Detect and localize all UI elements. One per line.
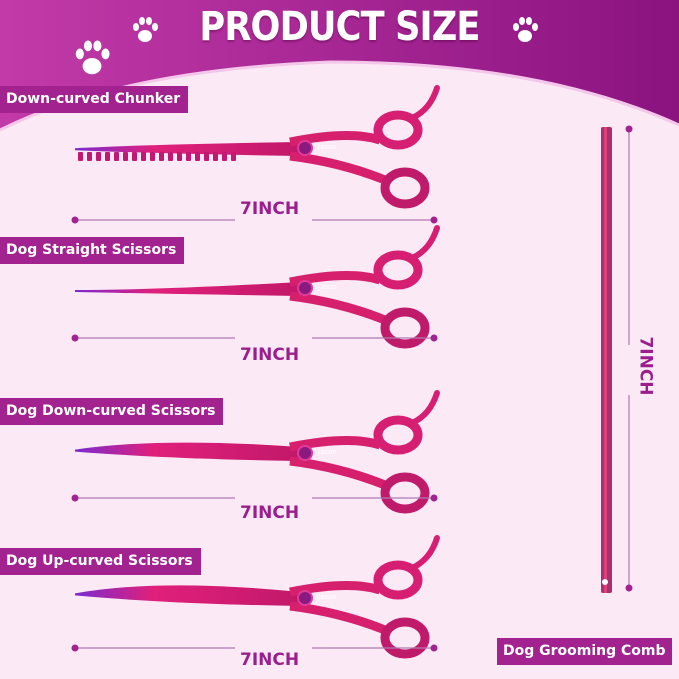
scissor-tang: [409, 85, 440, 121]
scissor-blade: [75, 142, 300, 156]
brand-logo: Jason: [317, 593, 337, 601]
scissor-thumb-ring: [380, 307, 430, 349]
scissors-image: Jason: [75, 225, 440, 349]
scissor-shank: [289, 151, 387, 185]
product-label-comb: Dog Grooming Comb: [497, 638, 672, 665]
pivot-screw: [297, 590, 313, 606]
scissors-image: Jason: [75, 535, 440, 659]
product-label-down-curved: Dog Down-curved Scissors: [0, 398, 224, 425]
comb-spine-highlight: [604, 127, 607, 593]
scissor-finger-ring: [373, 110, 423, 150]
chunker-tooth: [123, 152, 128, 161]
chunker-tooth: [159, 152, 164, 161]
measure-endpoint: [71, 644, 79, 652]
paw-icons: [75, 17, 538, 75]
measure-endpoint: [625, 584, 633, 592]
pivot-screw: [297, 280, 313, 296]
brand-logo: Jason: [317, 283, 337, 291]
scissor-shank: [289, 581, 382, 597]
scissor-tang: [409, 225, 440, 261]
measure-endpoint: [71, 494, 79, 502]
scissor-thumb-ring: [380, 167, 430, 209]
scissor-thumb-ring: [380, 472, 430, 514]
chunker-tooth: [168, 152, 173, 161]
pivot-screw: [297, 445, 313, 461]
chunker-tooth: [105, 152, 110, 161]
chunker-tooth: [177, 152, 182, 161]
scissor-blade: [75, 282, 300, 296]
size-label-straight: 7INCH: [240, 345, 300, 365]
brand-logo: Jason: [317, 448, 337, 456]
chunker-tooth: [96, 152, 101, 161]
chunker-tooth: [195, 152, 200, 161]
measure-endpoint: [71, 334, 79, 342]
measure-endpoint: [430, 334, 438, 342]
scissor-blade: [75, 585, 300, 606]
paw-icon: [133, 17, 158, 42]
chunker-tooth: [213, 152, 218, 161]
scissor-tang: [409, 535, 440, 571]
chunker-tooth: [186, 152, 191, 161]
chunker-tooth: [141, 152, 146, 161]
product-label-chunker: Down-curved Chunker: [0, 86, 189, 113]
scissor-shank: [289, 436, 382, 452]
chunker-tooth: [231, 152, 236, 161]
measure-endpoint: [625, 125, 633, 133]
scissor-shank: [289, 271, 382, 287]
size-label-up-curved: 7INCH: [240, 650, 300, 670]
scissor-finger-ring: [373, 560, 423, 600]
scissors-image: Jason: [75, 390, 440, 514]
chunker-tooth: [78, 152, 83, 161]
measure-endpoint: [430, 644, 438, 652]
size-label-down-curved: 7INCH: [240, 503, 300, 523]
scissors-image: Jason: [75, 85, 440, 209]
chunker-tooth: [150, 152, 155, 161]
product-label-straight: Dog Straight Scissors: [0, 237, 185, 264]
measure-endpoint: [430, 216, 438, 224]
measure-endpoint: [430, 494, 438, 502]
chunker-tooth: [114, 152, 119, 161]
scissor-blade: [75, 442, 300, 461]
chunker-tooth: [132, 152, 137, 161]
paw-icon: [75, 40, 110, 75]
scissor-finger-ring: [373, 415, 423, 455]
scissor-shank: [289, 601, 387, 635]
scissor-thumb-ring: [380, 617, 430, 659]
comb-hole: [602, 579, 608, 585]
chunker-tooth: [222, 152, 227, 161]
measure-endpoint: [71, 216, 79, 224]
brand-logo: Jason: [317, 143, 337, 151]
pivot-screw: [297, 140, 313, 156]
scissor-shank: [289, 291, 387, 325]
chunker-tooth: [204, 152, 209, 161]
scissor-finger-ring: [373, 250, 423, 290]
scissor-tang: [409, 390, 440, 426]
scissor-shank: [289, 131, 382, 147]
paw-icon: [513, 17, 538, 42]
product-label-up-curved: Dog Up-curved Scissors: [0, 548, 201, 575]
size-label-chunker: 7INCH: [240, 199, 300, 219]
chunker-tooth: [87, 152, 92, 161]
scissor-shank: [289, 456, 387, 490]
size-label-comb: 7INCH: [635, 336, 656, 396]
page-title: PRODUCT SIZE: [199, 4, 480, 50]
